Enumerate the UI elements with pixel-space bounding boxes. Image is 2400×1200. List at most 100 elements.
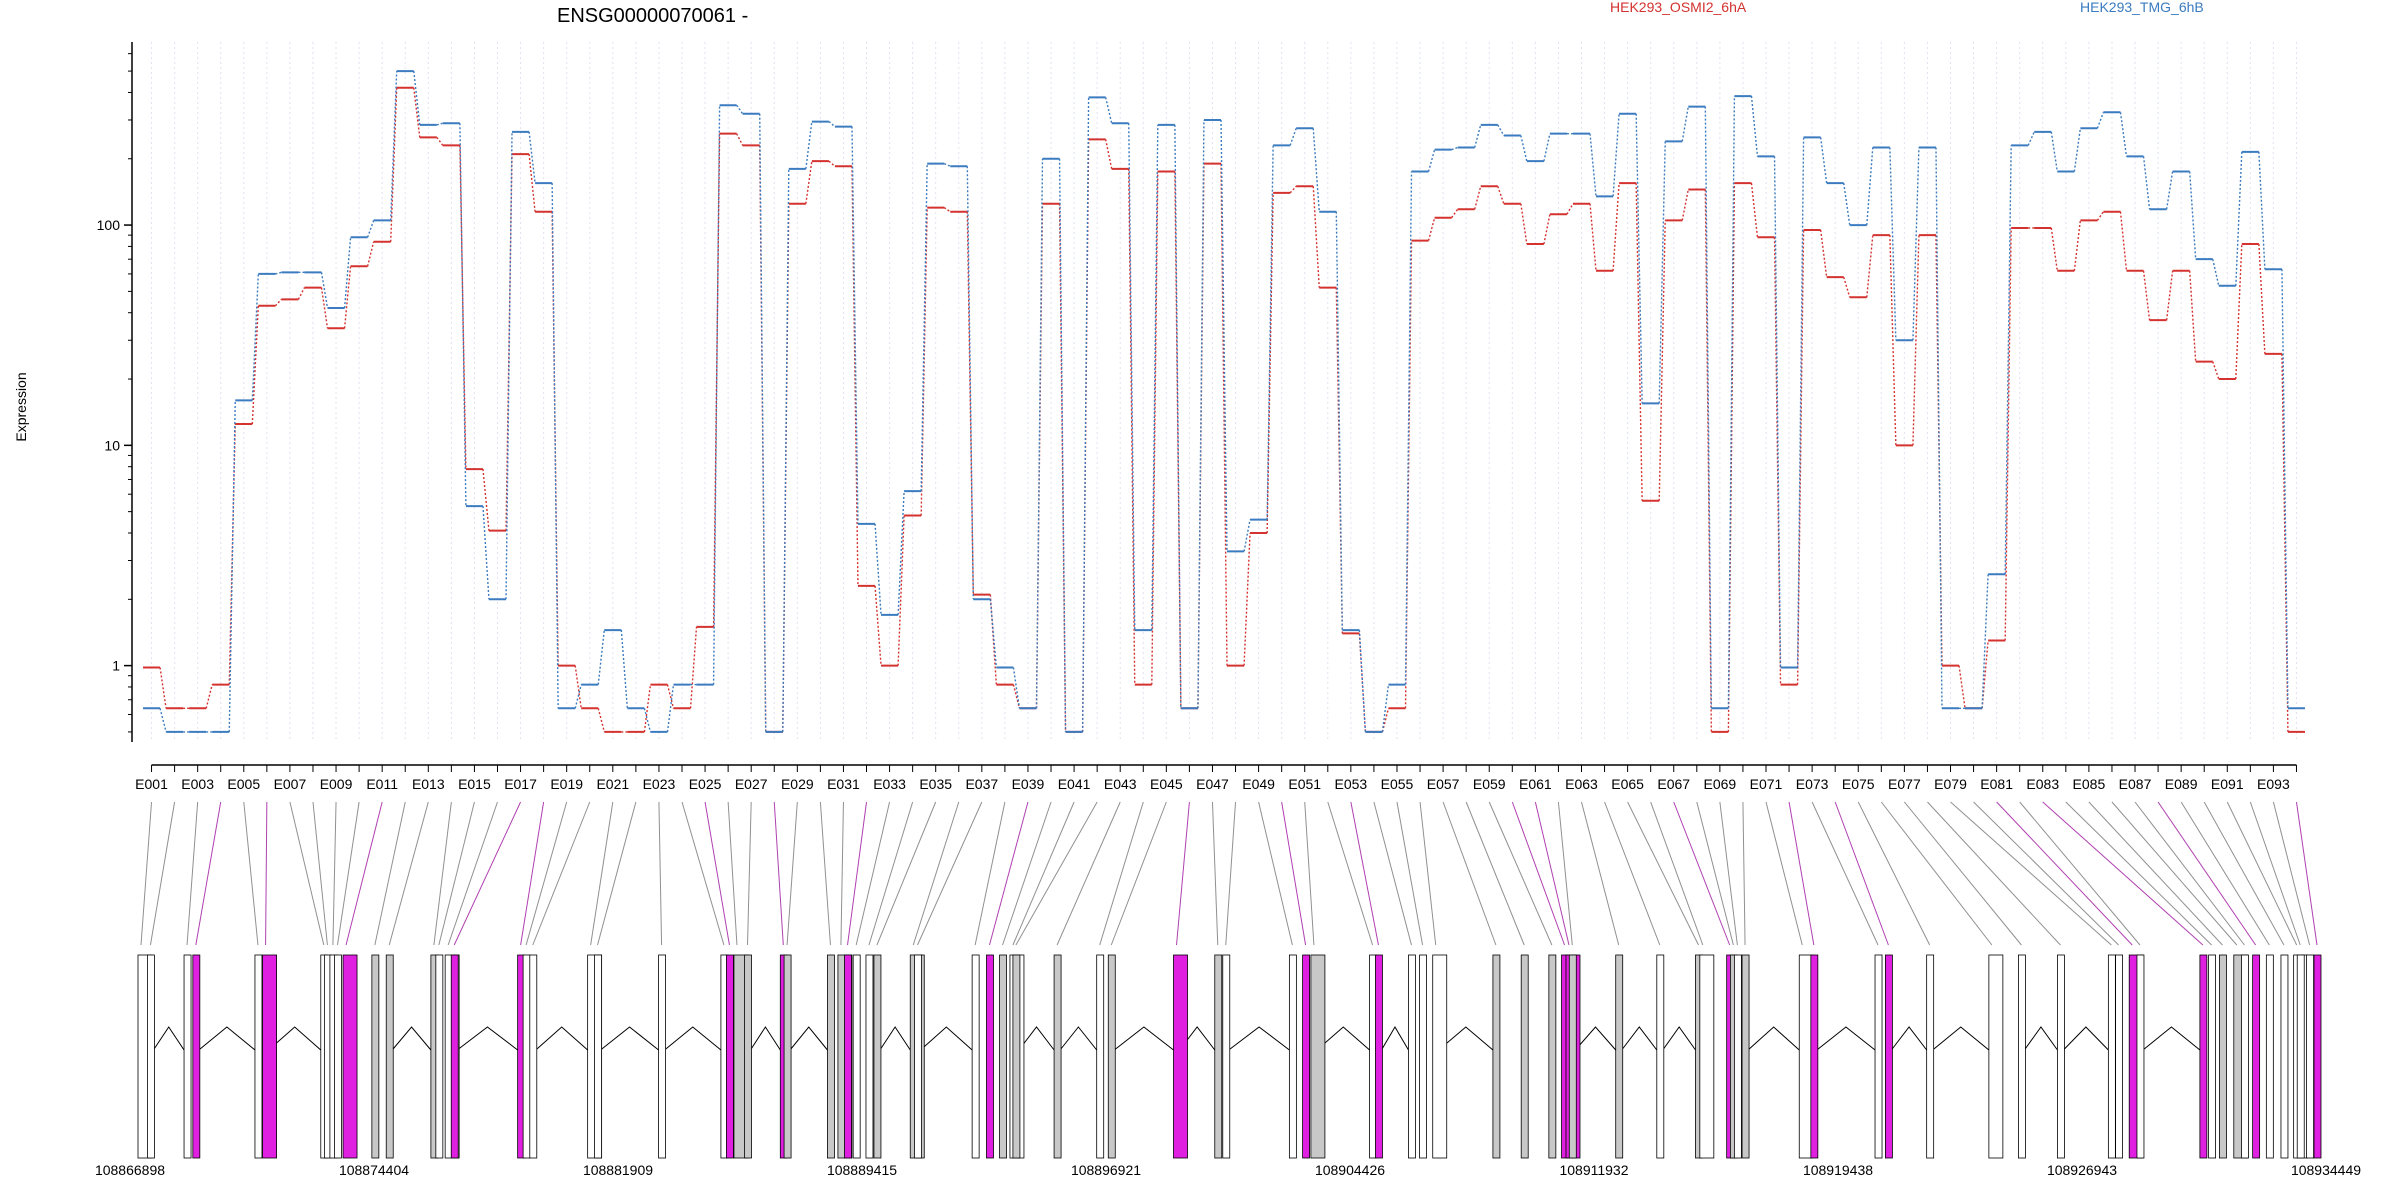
exon-connector: [551, 183, 559, 709]
exon-connector-line: [1742, 801, 1746, 946]
exon-connector: [1151, 171, 1159, 685]
exon-connector: [251, 273, 260, 401]
exon-connector: [1589, 203, 1597, 271]
exon-connector-line: [2019, 801, 2141, 946]
intron: [2142, 1026, 2201, 1051]
x-tick-label: E071: [1750, 776, 1783, 792]
exon-connector: [1889, 235, 1897, 446]
exon-connector: [874, 523, 882, 615]
exon-connector: [759, 113, 767, 732]
exon-connector-line: [1015, 801, 1098, 946]
exon-connector: [1520, 203, 1528, 245]
exon-connector: [2096, 211, 2105, 221]
x-tick-label: E035: [919, 776, 952, 792]
genomic-position-label: 108889415: [827, 1162, 897, 1178]
exon-connector: [1750, 183, 1759, 238]
exon-connector-line: [1534, 801, 1570, 946]
exon-connector: [1520, 135, 1528, 162]
exon-connector: [920, 163, 928, 492]
exon-connector: [482, 506, 490, 600]
intron: [1316, 1026, 1370, 1051]
exon-connector-line: [1099, 801, 1144, 946]
exon-connector: [1796, 229, 1805, 685]
intron: [1932, 1026, 1990, 1051]
exon-connector-line: [2272, 801, 2311, 946]
exon-connector-line: [989, 801, 1029, 946]
intron: [198, 1026, 256, 1051]
exon-connector: [159, 667, 167, 709]
intron: [391, 1026, 432, 1051]
exon-connector: [620, 630, 629, 709]
exon-box: [2252, 954, 2261, 1159]
exon-box: [914, 954, 922, 1159]
genomic-position-label: 108896921: [1071, 1162, 1141, 1178]
y-axis-label: Expression: [13, 372, 29, 441]
exon-connector-line: [1350, 801, 1379, 946]
exon-connector: [1704, 189, 1713, 732]
exon-connector: [528, 131, 536, 184]
exon-connector-line: [1396, 801, 1424, 946]
exon-box: [2296, 954, 2305, 1159]
exon-connector-line: [876, 801, 937, 946]
exon-connector-line: [1811, 801, 1879, 946]
exon-connector: [1289, 185, 1297, 194]
exon-connector: [1427, 149, 1436, 172]
exon-connector: [574, 665, 582, 709]
exon-connector: [390, 87, 398, 242]
exon-connector: [1174, 124, 1182, 709]
exon-connector-line: [747, 801, 752, 946]
exon-connector: [805, 161, 813, 204]
exon-connector: [666, 684, 675, 709]
exon-connector-line: [819, 801, 831, 946]
exon-box: [1492, 954, 1501, 1159]
x-tick-label: E017: [504, 776, 537, 792]
intron: [664, 1026, 722, 1051]
exon-connector: [989, 599, 998, 668]
exon-connector: [1404, 240, 1413, 709]
exon-connector: [1889, 147, 1897, 341]
exon-connector: [2212, 361, 2220, 380]
x-tick-label: E093: [2257, 776, 2290, 792]
exon-connector-line: [453, 801, 522, 946]
legend-entry-osmi2: HEK293_OSMI2_6hA: [1610, 0, 1747, 15]
exon-connector: [343, 237, 352, 309]
exon-connector-line: [374, 801, 406, 946]
exon-box: [1656, 954, 1665, 1159]
exon-connector: [1958, 665, 1966, 709]
exon-connector-line: [681, 801, 725, 946]
exon-connector: [1681, 106, 1689, 142]
x-tick-label: E061: [1519, 776, 1552, 792]
exon-connector: [1381, 684, 1390, 733]
exon-box: [999, 954, 1007, 1159]
x-tick-label: E031: [827, 776, 860, 792]
x-tick-label: E079: [1934, 776, 1967, 792]
exon-box: [2208, 954, 2216, 1159]
exon-connector-line: [1719, 801, 1738, 946]
exon-connector: [413, 87, 421, 138]
exon-connector-line: [1903, 801, 2022, 946]
exon-connector: [1658, 220, 1666, 501]
exon-connector: [1612, 113, 1620, 197]
exon-connector: [1819, 229, 1828, 278]
exon-connector-line: [1281, 801, 1307, 946]
x-tick-label: E047: [1196, 776, 1229, 792]
exon-connector-line: [658, 801, 663, 946]
exon-connector: [1635, 113, 1643, 404]
exon-connector: [2073, 128, 2082, 172]
exon-connector: [1174, 171, 1182, 709]
exon-box: [2018, 954, 2026, 1159]
x-tick-label: E045: [1150, 776, 1183, 792]
exon-box: [1012, 954, 1021, 1159]
genomic-position-label: 108934449: [2291, 1162, 2361, 1178]
intron: [1018, 1026, 1055, 1051]
x-tick-label: E053: [1334, 776, 1367, 792]
x-tick-label: E091: [2211, 776, 2244, 792]
exon-connector: [1243, 519, 1251, 552]
exon-connector: [2004, 227, 2012, 641]
exon-box: [192, 954, 201, 1159]
x-tick-label: E055: [1381, 776, 1414, 792]
x-tick-label: E057: [1427, 776, 1460, 792]
exon-connector: [1935, 147, 1943, 709]
exon-box: [385, 954, 394, 1159]
exon-connector: [1727, 183, 1736, 732]
